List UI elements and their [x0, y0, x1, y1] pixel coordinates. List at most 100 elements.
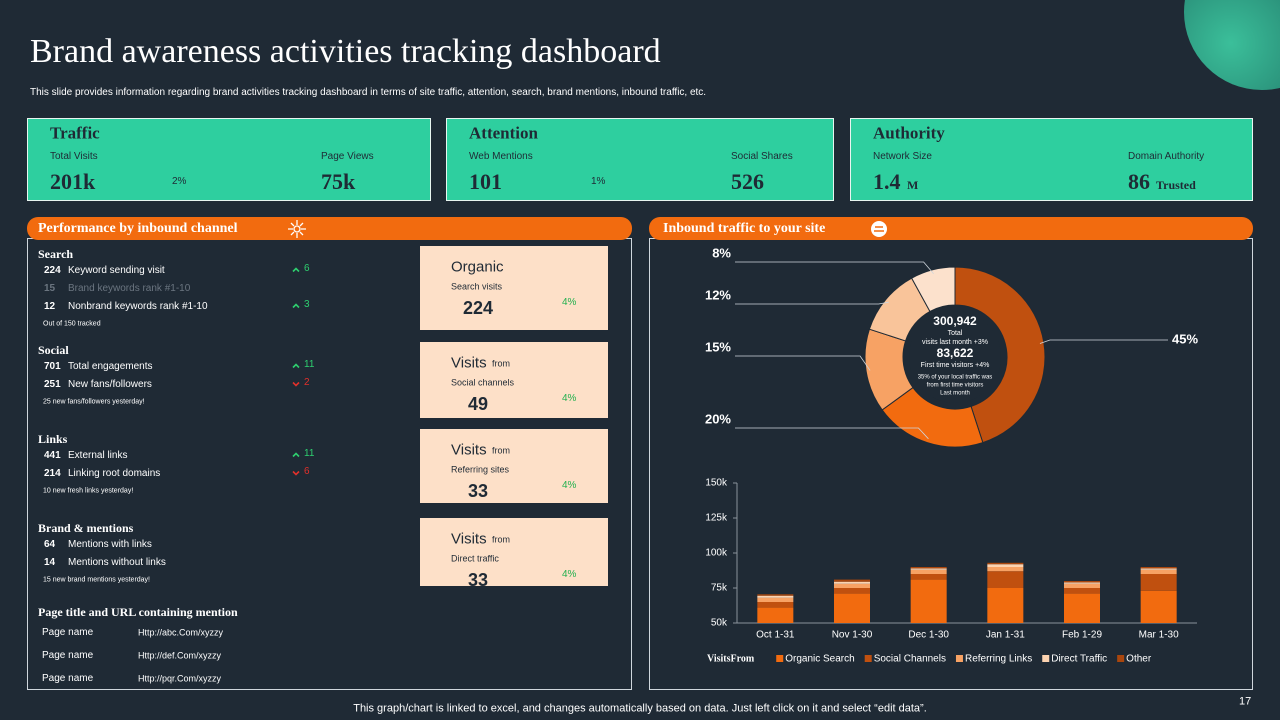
- bar-segment: [1064, 588, 1100, 594]
- section-title: Page title and URL containing mention: [38, 605, 238, 619]
- donut-center-text: First time visitors +4%: [921, 362, 990, 369]
- donut-center-text: 300,942: [933, 314, 977, 328]
- kpi-label: Page Views: [321, 151, 374, 162]
- kpi-label: Network Size: [873, 151, 932, 162]
- kpi-card: [27, 118, 431, 201]
- leader-line: [735, 427, 929, 440]
- row-value: 251: [44, 379, 61, 390]
- legend-label: Other: [1126, 654, 1152, 665]
- kpi-label: Domain Authority: [1128, 151, 1205, 162]
- kpi-change: 1%: [591, 176, 606, 187]
- card-subtitle: Referring sites: [451, 464, 510, 475]
- card-change: 4%: [562, 393, 577, 404]
- kpi-value: 1.4: [873, 169, 901, 194]
- row-value: 15: [44, 283, 56, 294]
- bar-segment: [1140, 567, 1177, 569]
- section-title: Search: [38, 247, 74, 261]
- title: Brand awareness activities tracking dash…: [30, 33, 661, 70]
- kpi-value: 526: [731, 169, 764, 194]
- card-title: Visits: [451, 441, 487, 459]
- metric-card: [420, 246, 608, 330]
- legend-swatch: [776, 655, 784, 662]
- section-note: 15 new brand mentions yesterday!: [43, 576, 151, 584]
- x-tick-label: Jan 1-31: [986, 630, 1025, 641]
- bar-segment: [834, 588, 870, 594]
- card-title-suffix: from: [492, 534, 510, 545]
- x-tick-label: Dec 1-30: [908, 630, 949, 641]
- card-value: 33: [467, 570, 489, 590]
- bar-segment: [834, 579, 870, 582]
- trend-icon: [292, 363, 300, 369]
- bar-segment: [1140, 568, 1177, 570]
- bar-segment: [1140, 574, 1177, 591]
- row-label: Mentions without links: [68, 557, 166, 568]
- legend-label: Organic Search: [785, 654, 854, 665]
- y-tick-label: 75k: [711, 583, 728, 594]
- card-change: 4%: [562, 569, 577, 580]
- bar-segment: [834, 583, 870, 588]
- y-tick-label: 150k: [705, 478, 728, 489]
- legend-label: Social Channels: [874, 654, 946, 665]
- bar-segment: [910, 579, 947, 623]
- kpi-unit: Trusted: [1156, 178, 1196, 192]
- legend-swatch: [1117, 655, 1125, 662]
- mention-label: Page name: [42, 627, 94, 638]
- icon: [288, 220, 306, 238]
- donut-center-text: Total: [948, 330, 963, 337]
- bar-segment: [1140, 590, 1177, 623]
- kpi-value: 201k: [50, 169, 96, 194]
- card-title: Visits: [451, 354, 487, 372]
- kpi-unit: M: [907, 178, 919, 192]
- bar-segment: [757, 594, 794, 596]
- row-label: Brand keywords rank #1-10: [68, 283, 191, 294]
- bar-segment: [987, 562, 1024, 565]
- bar-segment: [1064, 583, 1100, 588]
- legend-swatch: [1042, 655, 1050, 662]
- donut-center-text: Last month: [940, 391, 970, 397]
- row-label: Linking root domains: [68, 468, 161, 479]
- card-title-suffix: from: [492, 358, 510, 369]
- row-change: 11: [304, 448, 315, 459]
- donut-label: 15%: [705, 339, 731, 354]
- kpi-card: [850, 118, 1253, 201]
- legend-title: VisitsFrom: [707, 653, 755, 664]
- donut-center-text: 35% of your local traffic was: [918, 375, 993, 381]
- page-number: 17: [1239, 695, 1252, 708]
- kpi-change: 2%: [172, 176, 187, 187]
- trend-icon: [292, 303, 300, 309]
- bar-segment: [834, 593, 870, 623]
- bar-segment: [757, 607, 794, 623]
- trend-icon: [292, 452, 300, 458]
- x-tick-label: Oct 1-31: [756, 630, 795, 641]
- kpi-title: Authority: [873, 123, 945, 143]
- x-tick-label: Mar 1-30: [1139, 630, 1179, 641]
- card-title: Visits: [451, 530, 487, 548]
- row-value: 14: [44, 557, 56, 568]
- kpi-card: [446, 118, 834, 201]
- mention-label: Page name: [42, 673, 94, 684]
- trend-icon: [292, 470, 300, 476]
- kpi-value: 75k: [321, 169, 356, 194]
- panel-title: Performance by inbound channel: [38, 221, 238, 236]
- kpi-label: Web Mentions: [469, 151, 533, 162]
- legend-swatch: [955, 655, 963, 662]
- kpi-label: Social Shares: [731, 151, 793, 162]
- leader-line: [735, 355, 871, 371]
- legend-label: Direct Traffic: [1051, 654, 1107, 665]
- donut-center-text: 83,622: [937, 346, 974, 360]
- metric-card: [420, 518, 608, 586]
- kpi-title: Attention: [469, 123, 538, 143]
- bar-segment: [757, 597, 794, 602]
- bar-segment: [910, 568, 947, 570]
- leader-line: [735, 261, 934, 274]
- kpi-label: Total Visits: [50, 151, 98, 162]
- bar-segment: [757, 602, 794, 608]
- panel-title: Inbound traffic to your site: [663, 221, 826, 236]
- mention-label: Page name: [42, 650, 94, 661]
- donut-slice: [954, 266, 1046, 444]
- decor-circle: [1184, 0, 1280, 90]
- section-note: 25 new fans/followers yesterday!: [43, 398, 145, 406]
- row-label: Keyword sending visit: [68, 265, 165, 276]
- bar-segment: [910, 574, 947, 580]
